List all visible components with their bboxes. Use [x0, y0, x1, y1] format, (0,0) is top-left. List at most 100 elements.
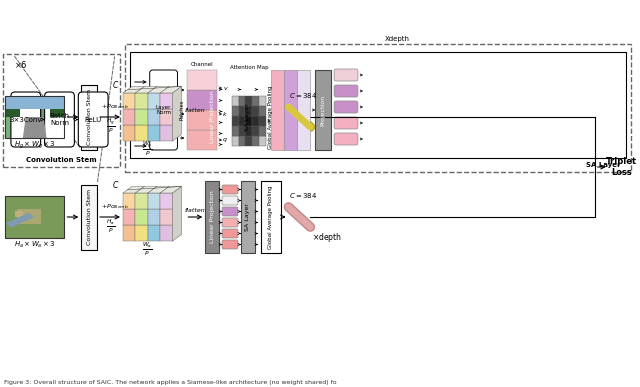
- FancyBboxPatch shape: [222, 118, 238, 127]
- FancyBboxPatch shape: [259, 96, 266, 106]
- Text: Linear Projection: Linear Projection: [210, 91, 214, 143]
- Text: 3×3Conv: 3×3Conv: [10, 116, 42, 123]
- FancyBboxPatch shape: [150, 70, 177, 150]
- Text: C: C: [112, 80, 118, 89]
- Text: Linear Projection: Linear Projection: [210, 191, 214, 243]
- FancyBboxPatch shape: [148, 125, 160, 141]
- FancyBboxPatch shape: [160, 109, 173, 125]
- Text: $\frac{W_a}{P}$: $\frac{W_a}{P}$: [143, 240, 153, 258]
- Text: Convolution Stem: Convolution Stem: [87, 89, 92, 145]
- FancyBboxPatch shape: [252, 126, 259, 136]
- Text: C: C: [112, 180, 118, 190]
- FancyBboxPatch shape: [123, 225, 135, 241]
- Text: ×6: ×6: [15, 62, 27, 70]
- FancyBboxPatch shape: [222, 229, 238, 238]
- FancyBboxPatch shape: [222, 129, 238, 138]
- FancyBboxPatch shape: [78, 92, 108, 147]
- FancyBboxPatch shape: [205, 81, 219, 153]
- FancyBboxPatch shape: [222, 196, 238, 205]
- FancyBboxPatch shape: [260, 81, 280, 153]
- FancyBboxPatch shape: [246, 126, 252, 136]
- FancyBboxPatch shape: [222, 185, 238, 194]
- Polygon shape: [23, 117, 47, 138]
- FancyBboxPatch shape: [3, 54, 120, 167]
- Text: Triplet
Loss: Triplet Loss: [606, 157, 637, 177]
- FancyBboxPatch shape: [252, 136, 259, 146]
- FancyBboxPatch shape: [222, 107, 238, 116]
- FancyBboxPatch shape: [259, 126, 266, 136]
- Text: Convolution Stem: Convolution Stem: [87, 189, 92, 245]
- FancyBboxPatch shape: [246, 136, 252, 146]
- FancyBboxPatch shape: [160, 209, 173, 225]
- FancyBboxPatch shape: [130, 52, 625, 158]
- FancyBboxPatch shape: [222, 207, 238, 216]
- FancyBboxPatch shape: [259, 106, 266, 116]
- FancyBboxPatch shape: [334, 133, 358, 145]
- FancyBboxPatch shape: [188, 70, 217, 90]
- Text: $H_g \times W_g \times 3$: $H_g \times W_g \times 3$: [13, 139, 56, 151]
- Text: Xdepth: Xdepth: [385, 36, 410, 42]
- Text: Figure 3: Overall structure of SAIC. The network applies a Siamese-like architec: Figure 3: Overall structure of SAIC. The…: [4, 380, 337, 385]
- FancyBboxPatch shape: [241, 81, 255, 153]
- Text: k: k: [223, 111, 227, 116]
- Text: flatten: flatten: [185, 108, 205, 113]
- Text: Attention Map: Attention Map: [230, 65, 268, 70]
- Text: Projection: Projection: [321, 94, 326, 125]
- FancyBboxPatch shape: [239, 106, 246, 116]
- FancyBboxPatch shape: [222, 240, 238, 249]
- Text: SA Layer: SA Layer: [245, 103, 250, 131]
- FancyBboxPatch shape: [5, 96, 65, 117]
- Text: v: v: [223, 86, 227, 91]
- FancyBboxPatch shape: [316, 70, 331, 150]
- FancyBboxPatch shape: [148, 93, 160, 109]
- FancyBboxPatch shape: [232, 96, 239, 106]
- FancyBboxPatch shape: [232, 126, 239, 136]
- FancyBboxPatch shape: [5, 196, 65, 238]
- FancyBboxPatch shape: [15, 211, 23, 217]
- Polygon shape: [123, 87, 182, 93]
- Text: Layer
Norm: Layer Norm: [156, 104, 172, 115]
- Text: $\frac{W_g}{P}$: $\frac{W_g}{P}$: [143, 140, 153, 158]
- FancyBboxPatch shape: [252, 116, 259, 126]
- Text: $C=384$: $C=384$: [289, 91, 317, 99]
- FancyBboxPatch shape: [205, 181, 219, 253]
- FancyBboxPatch shape: [284, 70, 297, 150]
- FancyBboxPatch shape: [135, 193, 148, 209]
- FancyBboxPatch shape: [271, 70, 284, 150]
- Text: $\times$depth: $\times$depth: [312, 231, 342, 243]
- FancyBboxPatch shape: [135, 125, 148, 141]
- FancyBboxPatch shape: [123, 209, 135, 225]
- Polygon shape: [173, 87, 182, 141]
- FancyBboxPatch shape: [81, 185, 97, 250]
- FancyBboxPatch shape: [246, 106, 252, 116]
- FancyBboxPatch shape: [222, 218, 238, 227]
- Text: SA Layer: SA Layer: [586, 162, 620, 168]
- FancyBboxPatch shape: [135, 93, 148, 109]
- Text: SA Layer: SA Layer: [245, 203, 250, 231]
- FancyBboxPatch shape: [5, 96, 20, 117]
- FancyBboxPatch shape: [334, 117, 358, 129]
- FancyBboxPatch shape: [252, 96, 259, 106]
- FancyBboxPatch shape: [222, 85, 238, 94]
- FancyBboxPatch shape: [239, 126, 246, 136]
- FancyBboxPatch shape: [239, 136, 246, 146]
- FancyBboxPatch shape: [334, 101, 358, 113]
- FancyBboxPatch shape: [123, 193, 135, 209]
- Text: Global Average Pooling: Global Average Pooling: [268, 185, 273, 249]
- FancyBboxPatch shape: [123, 125, 135, 141]
- FancyBboxPatch shape: [246, 116, 252, 126]
- FancyBboxPatch shape: [239, 96, 246, 106]
- Text: Channel: Channel: [191, 62, 214, 67]
- FancyBboxPatch shape: [49, 96, 65, 117]
- FancyBboxPatch shape: [125, 44, 630, 172]
- FancyBboxPatch shape: [188, 90, 217, 110]
- FancyBboxPatch shape: [232, 136, 239, 146]
- Text: Patches: Patches: [180, 100, 185, 120]
- FancyBboxPatch shape: [148, 109, 160, 125]
- Text: Convolution Stem: Convolution Stem: [26, 157, 97, 163]
- Text: Global Average Pooling: Global Average Pooling: [268, 85, 273, 149]
- Polygon shape: [123, 187, 182, 193]
- FancyBboxPatch shape: [81, 84, 97, 149]
- Text: $+Pos_{emb}$: $+Pos_{emb}$: [101, 103, 129, 111]
- FancyBboxPatch shape: [160, 125, 173, 141]
